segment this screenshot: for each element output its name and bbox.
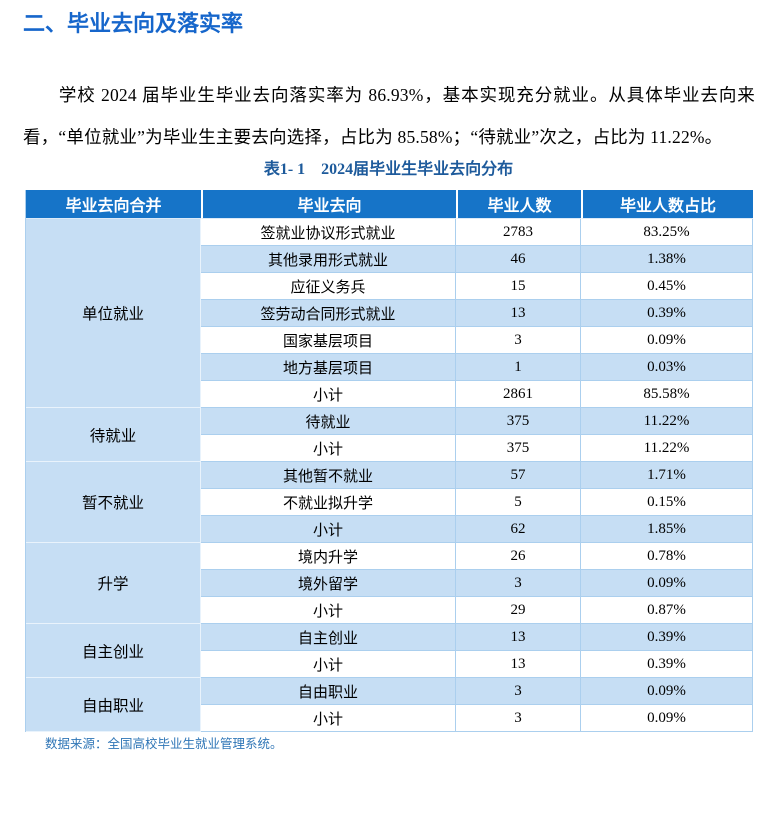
destination-cell: 地方基层项目 (201, 354, 456, 381)
table-row: 境外留学 3 0.09% (26, 570, 753, 597)
table-row: 地方基层项目 1 0.03% (26, 354, 753, 381)
destination-cell: 境外留学 (201, 570, 456, 597)
count-cell: 3 (456, 705, 581, 732)
group-label-cell: 暂不就业 (26, 462, 201, 543)
destination-cell: 不就业拟升学 (201, 489, 456, 516)
percent-cell: 1.38% (581, 246, 753, 273)
table-row: 小计 375 11.22% (26, 435, 753, 462)
table-row: 不就业拟升学 5 0.15% (26, 489, 753, 516)
graduate-destination-table: 毕业去向合并 毕业去向 毕业人数 毕业人数占比 单位就业 签就业协议形式就业 278… (25, 190, 753, 732)
destination-cell: 待就业 (201, 408, 456, 435)
table-row: 小计 62 1.85% (26, 516, 753, 543)
table-caption: 表1- 1 2024届毕业生毕业去向分布 (263, 161, 514, 178)
column-header-destination-merged: 毕业去向合并 (26, 190, 201, 219)
table-row: 小计 3 0.09% (26, 705, 753, 732)
table-row: 待就业 待就业 375 11.22% (26, 408, 753, 462)
group-label-cell: 单位就业 (26, 219, 201, 408)
count-cell: 13 (456, 651, 581, 678)
destination-cell: 国家基层项目 (201, 327, 456, 354)
destination-cell: 应征义务兵 (201, 273, 456, 300)
data-source-note: 数据来源：全国高校毕业生就业管理系统。 (45, 737, 283, 751)
table-row: 小计 13 0.39% (26, 651, 753, 678)
destination-cell: 签劳动合同形式就业 (201, 300, 456, 327)
table-row: 自由职业 自由职业 3 0.09% (26, 678, 753, 732)
percent-cell: 0.39% (581, 624, 753, 651)
percent-cell: 83.25% (581, 219, 753, 246)
count-cell: 375 (456, 408, 581, 435)
table-row: 其他录用形式就业 46 1.38% (26, 246, 753, 273)
count-cell: 46 (456, 246, 581, 273)
body-paragraph: 学校 2024 届毕业生毕业去向落实率为 86.93%，基本实现充分就业。从具体… (23, 85, 755, 147)
destination-cell: 其他暂不就业 (201, 462, 456, 489)
table-row: 自主创业 自主创业 13 0.39% (26, 624, 753, 678)
section-heading: 二、毕业去向及落实率 (23, 11, 244, 36)
count-cell: 15 (456, 273, 581, 300)
percent-cell: 85.58% (581, 381, 753, 408)
destination-cell: 自由职业 (201, 678, 456, 705)
count-cell: 1 (456, 354, 581, 381)
table-row: 小计 29 0.87% (26, 597, 753, 624)
count-cell: 3 (456, 570, 581, 597)
count-cell: 57 (456, 462, 581, 489)
group-label-cell: 升学 (26, 543, 201, 624)
percent-cell: 0.39% (581, 300, 753, 327)
percent-cell: 11.22% (581, 408, 753, 435)
count-cell: 3 (456, 678, 581, 705)
count-cell: 5 (456, 489, 581, 516)
destination-cell: 签就业协议形式就业 (201, 219, 456, 246)
percent-cell: 0.09% (581, 705, 753, 732)
count-cell: 375 (456, 435, 581, 462)
count-cell: 3 (456, 327, 581, 354)
destination-cell: 其他录用形式就业 (201, 246, 456, 273)
destination-cell: 小计 (201, 381, 456, 408)
destination-cell: 小计 (201, 705, 456, 732)
count-cell: 2783 (456, 219, 581, 246)
destination-cell: 小计 (201, 651, 456, 678)
destination-cell: 小计 (201, 435, 456, 462)
percent-cell: 0.09% (581, 678, 753, 705)
table-row: 暂不就业 其他暂不就业 57 1.71% (26, 462, 753, 543)
percent-cell: 0.03% (581, 354, 753, 381)
group-label-cell: 待就业 (26, 408, 201, 462)
destination-cell: 小计 (201, 516, 456, 543)
percent-cell: 11.22% (581, 435, 753, 462)
percent-cell: 0.78% (581, 543, 753, 570)
count-cell: 13 (456, 300, 581, 327)
table-body: 单位就业 签就业协议形式就业 2783 83.25% 其他录用形式就业 46 1.38% 应征… (26, 219, 753, 732)
percent-cell: 1.71% (581, 462, 753, 489)
column-header-percentage: 毕业人数占比 (581, 190, 753, 219)
group-label-cell: 自主创业 (26, 624, 201, 678)
table-row: 签劳动合同形式就业 13 0.39% (26, 300, 753, 327)
table-row: 单位就业 签就业协议形式就业 2783 83.25% (26, 219, 753, 408)
count-cell: 29 (456, 597, 581, 624)
count-cell: 2861 (456, 381, 581, 408)
count-cell: 62 (456, 516, 581, 543)
count-cell: 13 (456, 624, 581, 651)
count-cell: 26 (456, 543, 581, 570)
table-header-row: 毕业去向合并 毕业去向 毕业人数 毕业人数占比 (26, 190, 753, 219)
table-row: 国家基层项目 3 0.09% (26, 327, 753, 354)
percent-cell: 1.85% (581, 516, 753, 543)
percent-cell: 0.15% (581, 489, 753, 516)
table-row: 升学 境内升学 26 0.78% (26, 543, 753, 624)
column-header-destination: 毕业去向 (201, 190, 456, 219)
destination-cell: 境内升学 (201, 543, 456, 570)
destination-cell: 小计 (201, 597, 456, 624)
percent-cell: 0.39% (581, 651, 753, 678)
percent-cell: 0.87% (581, 597, 753, 624)
group-label-cell: 自由职业 (26, 678, 201, 732)
destination-cell: 自主创业 (201, 624, 456, 651)
column-header-count: 毕业人数 (456, 190, 581, 219)
percent-cell: 0.45% (581, 273, 753, 300)
table-row: 应征义务兵 15 0.45% (26, 273, 753, 300)
percent-cell: 0.09% (581, 327, 753, 354)
percent-cell: 0.09% (581, 570, 753, 597)
table-row: 小计 2861 85.58% (26, 381, 753, 408)
